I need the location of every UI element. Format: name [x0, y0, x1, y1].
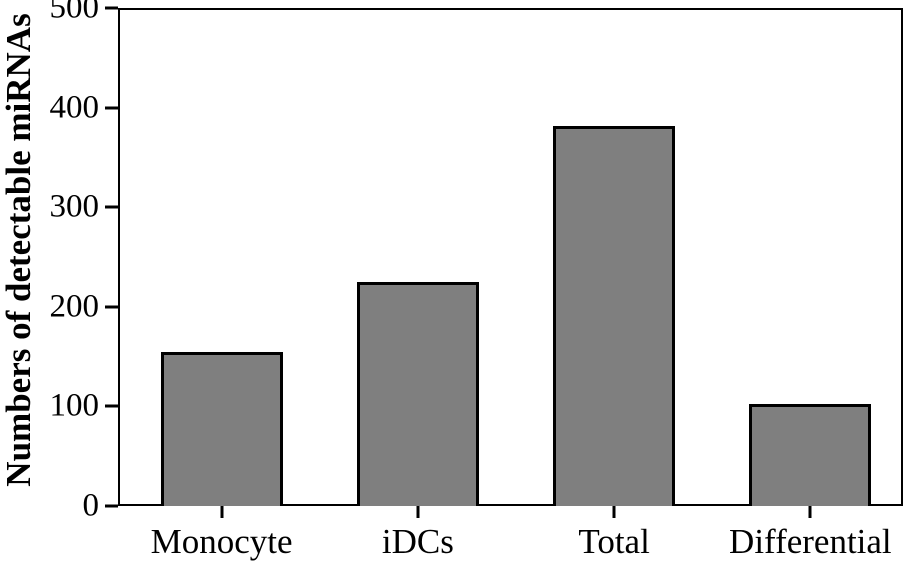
y-tick: [105, 6, 118, 10]
x-tick: [220, 506, 224, 518]
bar-total: [553, 125, 676, 506]
y-tick: [105, 504, 118, 508]
y-tick-label: 500: [49, 0, 100, 26]
y-tick-label: 100: [49, 387, 100, 424]
y-tick-label: 0: [82, 487, 100, 524]
bar-differential: [749, 404, 872, 506]
y-tick: [105, 106, 118, 110]
x-tick: [416, 506, 420, 518]
y-axis-title: Numbers of detectable miRNAs: [0, 13, 38, 487]
x-axis-label-idcs: iDCs: [381, 522, 454, 561]
y-tick: [105, 205, 118, 209]
bar-idcs: [356, 281, 479, 506]
y-tick: [105, 404, 118, 408]
x-axis-label-differential: Differential: [729, 522, 892, 561]
y-tick-label: 400: [49, 89, 100, 126]
x-axis-label-total: Total: [578, 522, 650, 561]
plot-area: 0 100 200 300 400 500 Monocyte iDCs Total Differe…: [50, 0, 903, 559]
y-tick-label: 300: [49, 188, 100, 225]
x-axis-label-monocyte: Monocyte: [150, 522, 293, 561]
x-tick: [808, 506, 812, 518]
y-tick: [105, 305, 118, 309]
bar-monocyte: [160, 351, 283, 506]
y-tick-label: 200: [49, 288, 100, 325]
x-tick: [612, 506, 616, 518]
